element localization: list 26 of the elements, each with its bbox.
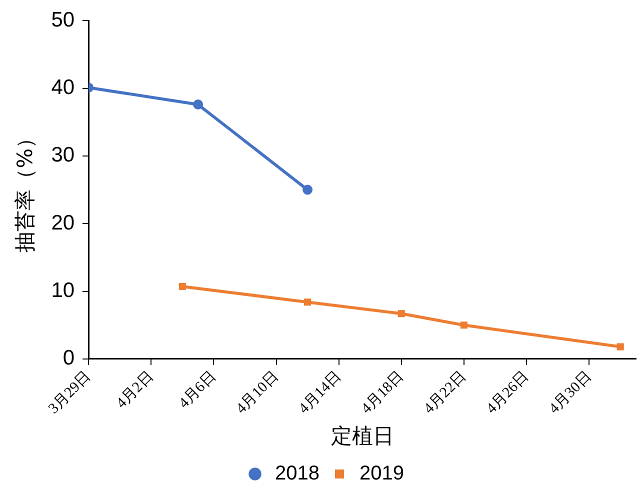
x-tick-label: 4月2日 xyxy=(114,368,157,412)
y-tick-label: 20 xyxy=(51,211,75,234)
y-axis-title: 抽苔率（%） xyxy=(13,127,38,252)
y-tick-label: 40 xyxy=(51,76,75,100)
y-tick-label: 10 xyxy=(51,279,75,302)
x-tick-label: 3月29日 xyxy=(46,368,94,418)
x-axis-title: 定植日 xyxy=(330,424,394,448)
point xyxy=(616,343,624,350)
x-tick-label: 4月18日 xyxy=(358,368,407,418)
x-tick-label: 4月22日 xyxy=(421,368,470,418)
x-tick-label: 4月30日 xyxy=(546,368,595,418)
point xyxy=(398,310,405,318)
x-tick-label: 4月26日 xyxy=(484,368,532,418)
y-tick-label: 30 xyxy=(51,144,75,167)
y-tick-label: 0 xyxy=(62,346,75,370)
legend-label: 2019 xyxy=(360,462,404,485)
x-tick-label: 4月10日 xyxy=(233,368,282,418)
point xyxy=(460,322,468,329)
x-tick-label: 4月6日 xyxy=(176,368,220,412)
point xyxy=(302,184,313,195)
point xyxy=(178,283,186,290)
point xyxy=(193,100,204,110)
x-tick-label: 4月14日 xyxy=(296,368,344,418)
y-tick-label: 50 xyxy=(51,8,75,32)
point xyxy=(304,298,312,306)
legend-label: 2018 xyxy=(275,462,320,485)
